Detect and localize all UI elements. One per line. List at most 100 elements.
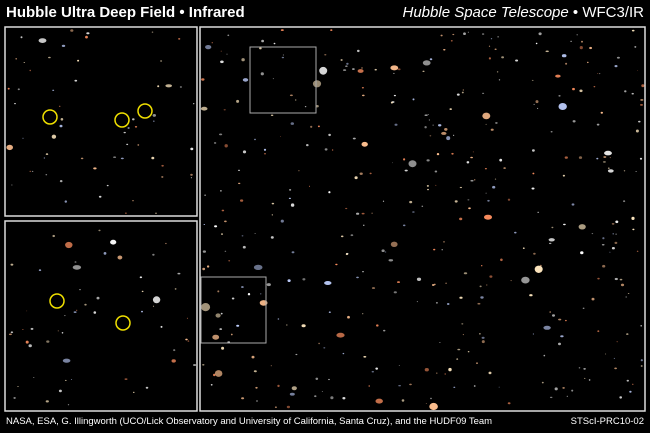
galaxy: [404, 169, 408, 172]
galaxy: [597, 73, 599, 74]
galaxy: [453, 386, 456, 388]
galaxy: [591, 297, 595, 301]
galaxy: [522, 247, 525, 249]
galaxy: [145, 386, 149, 389]
galaxy: [64, 315, 66, 317]
galaxy: [17, 386, 19, 387]
galaxy: [201, 78, 205, 81]
galaxy: [481, 336, 485, 339]
galaxy: [429, 135, 432, 137]
galaxy: [584, 377, 586, 379]
galaxy: [583, 368, 586, 370]
galaxy: [566, 395, 568, 397]
galaxy: [340, 235, 344, 238]
galaxy: [545, 50, 549, 53]
galaxy: [58, 105, 61, 107]
galaxy: [487, 199, 490, 202]
galaxy: [202, 267, 206, 271]
galaxy: [23, 62, 26, 63]
galaxy: [578, 156, 583, 159]
galaxy: [424, 368, 429, 372]
galaxy: [596, 157, 599, 160]
galaxy: [217, 290, 220, 293]
galaxy: [494, 48, 497, 50]
galaxy: [558, 342, 561, 346]
galaxy: [582, 307, 585, 309]
galaxy: [228, 260, 231, 262]
galaxy: [126, 143, 129, 146]
galaxy: [356, 276, 359, 279]
galaxy: [193, 364, 197, 366]
galaxy: [336, 332, 345, 338]
galaxy: [330, 396, 334, 400]
galaxy: [177, 272, 181, 275]
galaxy: [383, 329, 386, 332]
galaxy: [467, 351, 470, 353]
galaxy: [392, 162, 393, 164]
galaxy: [251, 355, 255, 359]
galaxy: [359, 172, 363, 175]
galaxy: [361, 94, 365, 97]
galaxy: [247, 293, 251, 296]
galaxy: [253, 264, 263, 270]
galaxy: [61, 44, 66, 48]
marker-circle: [42, 109, 58, 125]
galaxy: [190, 173, 193, 176]
galaxy: [599, 73, 601, 75]
galaxy: [242, 78, 249, 82]
galaxy: [549, 311, 552, 313]
galaxy: [306, 144, 309, 147]
marker-circle: [114, 112, 130, 128]
galaxy: [416, 301, 418, 303]
galaxy: [221, 209, 225, 212]
galaxy: [558, 95, 561, 97]
galaxy: [317, 125, 320, 128]
galaxy: [60, 118, 64, 121]
galaxy: [488, 45, 491, 47]
galaxy: [629, 390, 632, 393]
galaxy: [480, 296, 484, 299]
galaxy: [319, 66, 328, 75]
galaxy: [427, 188, 429, 191]
galaxy: [375, 398, 383, 404]
galaxy: [515, 59, 519, 62]
galaxy: [548, 242, 552, 245]
galaxy: [625, 296, 627, 298]
galaxy: [463, 272, 468, 275]
galaxy: [426, 159, 430, 162]
galaxy: [422, 70, 425, 72]
galaxy: [446, 136, 451, 141]
galaxy: [529, 294, 533, 297]
galaxy: [220, 60, 224, 64]
galaxy: [271, 214, 273, 216]
galaxy: [549, 396, 553, 399]
galaxy: [343, 69, 347, 71]
galaxy: [397, 281, 400, 283]
galaxy: [173, 349, 176, 352]
galaxy: [291, 251, 295, 254]
galaxy: [45, 400, 49, 403]
galaxy: [79, 289, 81, 291]
galaxy: [461, 91, 464, 94]
galaxy: [161, 176, 164, 178]
galaxy: [309, 185, 310, 187]
galaxy: [635, 129, 639, 133]
galaxy: [565, 319, 567, 322]
galaxy: [253, 370, 257, 373]
galaxy: [22, 137, 24, 139]
galaxy: [20, 36, 23, 39]
galaxy: [271, 202, 275, 205]
galaxy: [499, 158, 503, 162]
galaxy: [272, 78, 274, 80]
galaxy: [488, 371, 492, 375]
galaxy: [270, 236, 274, 239]
galaxy: [593, 86, 596, 88]
galaxy: [543, 325, 551, 330]
galaxy: [496, 71, 499, 73]
galaxy: [623, 200, 626, 203]
galaxy: [361, 141, 368, 147]
telescope: Hubble Space Telescope: [402, 4, 569, 21]
galaxy: [640, 365, 643, 367]
galaxy: [531, 79, 534, 81]
galaxy: [409, 383, 412, 386]
